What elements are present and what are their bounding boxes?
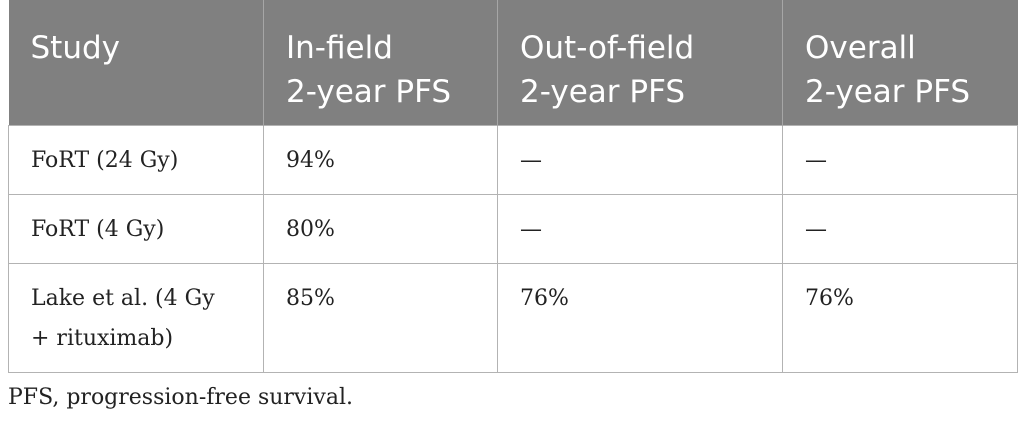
table-cell: Lake et al. (4 Gy + rituximab) <box>8 263 264 373</box>
cell-text: 2-year PFS <box>805 74 971 110</box>
cell-text: Out-of-field <box>520 30 695 66</box>
table-cell: — <box>782 125 1018 195</box>
table-cell: FoRT (24 Gy) <box>8 125 264 195</box>
cell-text: + rituximab) <box>31 326 174 351</box>
footnote: PFS, progression-free survival. <box>8 385 353 410</box>
table-row: Lake et al. (4 Gy + rituximab) 85% 76% 76% <box>8 263 1018 373</box>
cell-text: FoRT (24 Gy) <box>31 148 179 173</box>
header-cell: Out-of-field 2-year PFS <box>497 0 783 126</box>
table-cell: 85% <box>263 263 498 373</box>
cell-text: — <box>805 217 827 242</box>
table-cell: 76% <box>782 263 1018 373</box>
header-cell: In-field 2-year PFS <box>263 0 498 126</box>
cell-text: FoRT (4 Gy) <box>31 217 165 242</box>
table-cell: — <box>497 194 783 264</box>
cell-text: 76% <box>520 286 569 311</box>
cell-text: — <box>520 148 542 173</box>
table-cell: 76% <box>497 263 783 373</box>
header-row: Study In-field 2-year PFS Out-of-field 2-yea… <box>8 0 1018 126</box>
cell-text: 80% <box>286 217 335 242</box>
cell-text: 76% <box>805 286 854 311</box>
table-row: FoRT (24 Gy) 94% — — <box>8 125 1018 195</box>
cell-text: — <box>520 217 542 242</box>
cell-text: — <box>805 148 827 173</box>
table-row: FoRT (4 Gy) 80% — — <box>8 194 1018 264</box>
table-cell: FoRT (4 Gy) <box>8 194 264 264</box>
table-cell: — <box>497 125 783 195</box>
table-cell: — <box>782 194 1018 264</box>
cell-text: Lake et al. (4 Gy <box>31 286 215 311</box>
cell-text: 2-year PFS <box>286 74 452 110</box>
table-cell: 94% <box>263 125 498 195</box>
cell-text: 94% <box>286 148 335 173</box>
table: Study In-field 2-year PFS Out-of-field 2-yea… <box>8 0 1018 373</box>
cell-text: 85% <box>286 286 335 311</box>
table-cell: 80% <box>263 194 498 264</box>
cell-text: Overall <box>805 30 916 66</box>
header-cell: Study <box>8 0 264 126</box>
table-body: FoRT (24 Gy) 94% — — FoRT (4 Gy) 80% — — Lake et… <box>8 125 1018 373</box>
header-cell: Overall 2-year PFS <box>782 0 1018 126</box>
cell-text: Study <box>30 30 121 66</box>
cell-text: 2-year PFS <box>520 74 686 110</box>
cell-text: In-field <box>286 30 393 66</box>
